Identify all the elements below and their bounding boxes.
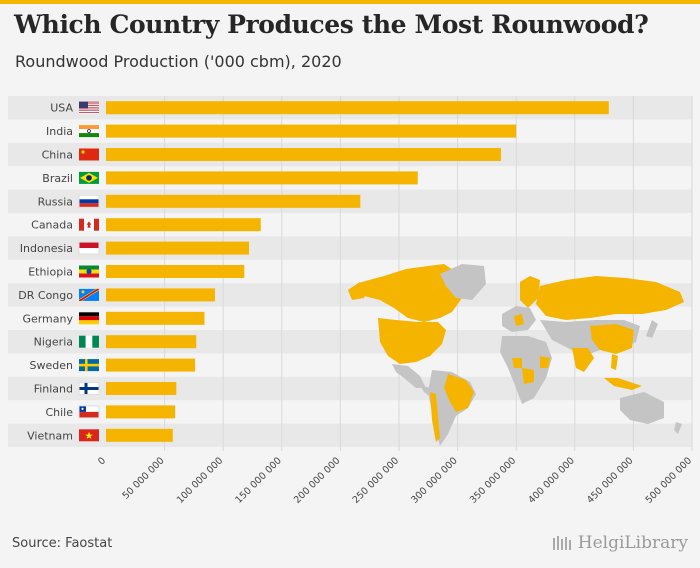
x-tick-label: 0 — [96, 455, 108, 467]
map-chile — [430, 392, 440, 442]
map-mexico — [392, 364, 426, 388]
map-australia — [620, 392, 664, 424]
category-label: USA — [50, 102, 73, 115]
dr-congo-flag — [79, 288, 99, 301]
category-label: Ethiopia — [28, 266, 73, 279]
category-label: Vietnam — [27, 429, 73, 442]
bar-chart: USA India China Brazil Russia Canada Indonesia… — [8, 96, 695, 506]
bar-ethiopia — [106, 265, 245, 278]
bar-nigeria — [106, 335, 197, 349]
x-tick-label: 450 000 000 — [585, 455, 636, 506]
sweden-flag — [79, 359, 99, 372]
source-note: Source: Faostat — [12, 536, 113, 551]
bar-indonesia — [106, 241, 249, 255]
finland-flag — [78, 382, 100, 395]
chart-subtitle: Roundwood Production ('000 cbm), 2020 — [15, 52, 342, 71]
germany-flag — [79, 312, 99, 325]
brazil-flag — [79, 171, 99, 184]
row-stripe — [8, 423, 692, 447]
map-new-zealand — [674, 422, 682, 434]
bar-finland — [106, 382, 177, 395]
bar-germany — [106, 311, 205, 325]
india-flag — [79, 125, 99, 138]
category-label: India — [46, 125, 73, 138]
map-canada — [348, 264, 462, 322]
bar-chile — [106, 405, 176, 419]
bar-canada — [106, 218, 261, 232]
category-label: Indonesia — [20, 242, 73, 255]
map-nigeria — [512, 358, 522, 368]
canada-flag — [79, 218, 99, 231]
brand-logo: HelgiLibrary — [552, 533, 688, 553]
map-china — [590, 324, 634, 354]
chile-flag — [78, 405, 100, 419]
map-dr-congo — [522, 368, 534, 384]
category-label: Sweden — [30, 359, 73, 372]
bar-vietnam — [106, 428, 173, 442]
category-label: Russia — [38, 195, 73, 208]
bar-russia — [106, 194, 361, 208]
map-indonesia — [604, 378, 642, 390]
map-brazil — [444, 374, 474, 412]
category-label: Germany — [22, 312, 73, 325]
category-label: Brazil — [42, 172, 73, 185]
brand-name: HelgiLibrary — [577, 533, 688, 553]
bar-usa — [106, 101, 609, 115]
x-tick-label: 300 000 000 — [409, 455, 460, 506]
map-ethiopia — [540, 356, 550, 368]
library-icon — [552, 536, 571, 550]
chart-title: Which Country Produces the Most Rounwood… — [14, 10, 649, 39]
x-tick-label: 150 000 000 — [233, 455, 284, 506]
map-alaska — [348, 282, 368, 300]
category-label: Canada — [31, 219, 73, 232]
russia-flag — [78, 194, 100, 208]
x-tick-label: 400 000 000 — [526, 455, 577, 506]
map-scandinavia — [520, 276, 540, 308]
x-tick-label: 250 000 000 — [351, 455, 402, 506]
category-label: DR Congo — [18, 289, 73, 302]
map-russia — [536, 276, 684, 320]
x-tick-label: 50 000 000 — [120, 455, 166, 501]
world-map — [348, 264, 684, 446]
map-usa — [378, 318, 446, 364]
x-tick-label: 500 000 000 — [644, 455, 695, 506]
us-flag — [79, 101, 99, 114]
map-greenland — [440, 264, 486, 300]
indonesia-flag — [78, 241, 100, 255]
nigeria-flag — [79, 335, 99, 348]
accent-bar — [0, 0, 700, 4]
map-germany — [514, 314, 524, 326]
bar-china — [106, 148, 501, 161]
vietnam-flag — [79, 429, 99, 442]
category-label: China — [42, 149, 73, 162]
bar-dr-congo — [106, 288, 215, 302]
x-tick-label: 350 000 000 — [468, 455, 519, 506]
x-tick-label: 200 000 000 — [292, 455, 343, 506]
category-label: Nigeria — [34, 336, 73, 349]
ethiopia-flag — [79, 265, 99, 278]
category-label: Finland — [34, 383, 73, 396]
map-india — [572, 348, 594, 372]
x-tick-label: 100 000 000 — [175, 455, 226, 506]
china-flag — [79, 148, 99, 161]
map-vietnam — [611, 354, 618, 370]
map-japan — [646, 320, 658, 338]
bar-brazil — [106, 171, 418, 185]
category-label: Chile — [45, 406, 73, 419]
bar-india — [106, 124, 517, 138]
bar-sweden — [106, 358, 196, 372]
